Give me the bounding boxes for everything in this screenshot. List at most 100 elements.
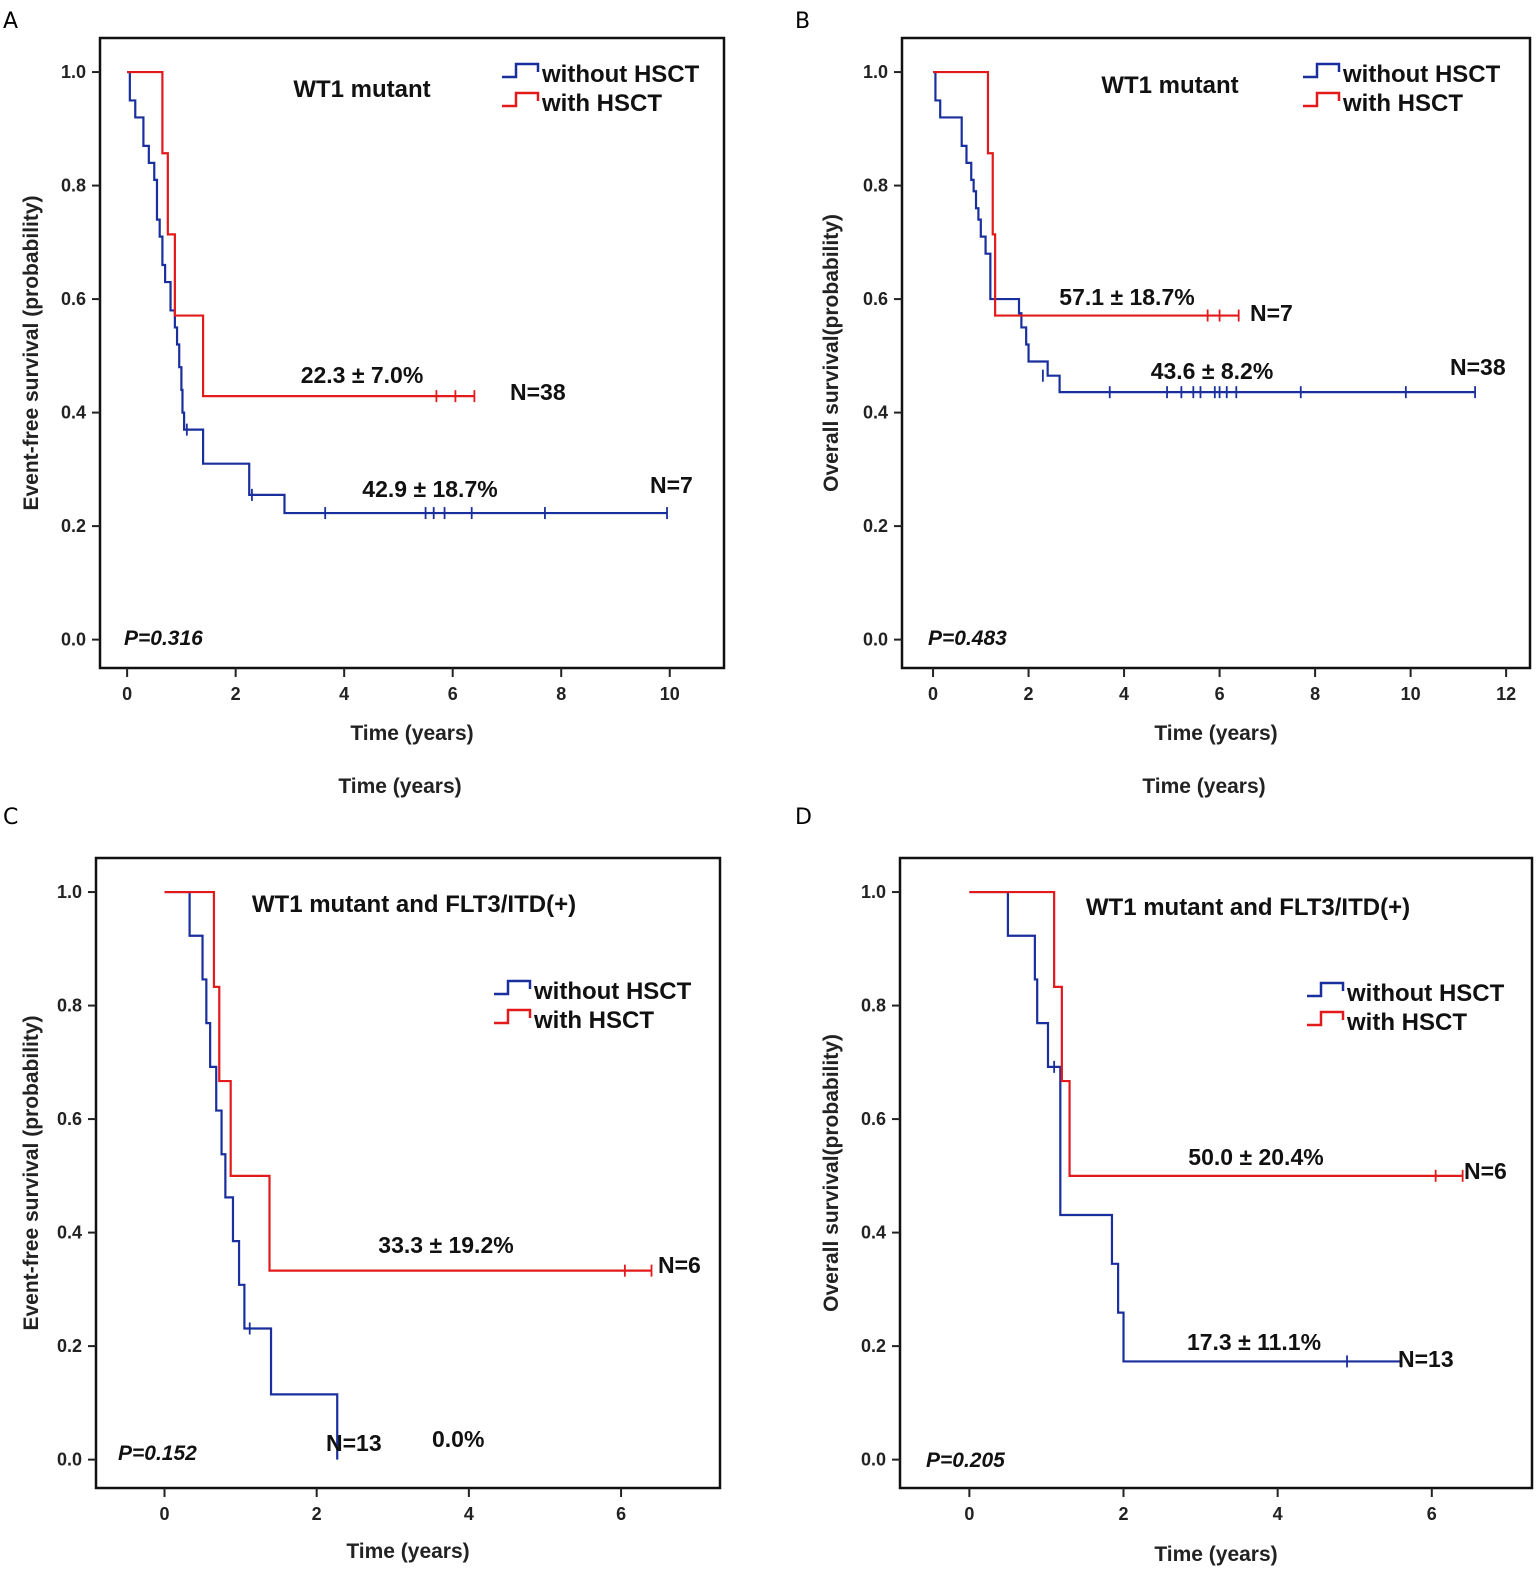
survival-estimate: 17.3 ± 11.1% [1187, 1329, 1321, 1355]
panel-letter: D [795, 805, 812, 830]
n-label: N=38 [510, 379, 566, 405]
survival-estimate: 42.9 ± 18.7% [362, 476, 497, 502]
chart-title: WT1 mutant and FLT3/ITD(+) [1086, 894, 1410, 921]
survival-curve [933, 70, 1476, 394]
survival-curve [969, 890, 1401, 1363]
y-tick-label: 0.6 [861, 1109, 886, 1129]
survival-estimate: 33.3 ± 19.2% [378, 1232, 513, 1258]
x-tick-label: 0 [964, 1504, 974, 1524]
panel-letter: B [795, 9, 810, 34]
y-axis-label: Event-free survival (probability) [20, 195, 43, 510]
legend-label: with HSCT [541, 90, 662, 117]
x-tick-label: 0 [122, 684, 132, 704]
x-tick-label: 4 [1273, 1504, 1283, 1524]
panel-b: B 0.0 0.2 0.4 0.6 0.8 1.0 0 2 4 6 8 10 12 Overall surv… [795, 9, 1532, 798]
survival-curve [969, 890, 1463, 1177]
legend-label: with HSCT [1342, 90, 1463, 117]
n-label: N=6 [1464, 1158, 1507, 1184]
panel-letter: A [3, 9, 18, 34]
survival-curve [933, 70, 1239, 317]
x-tick-label: 2 [231, 684, 241, 704]
panel-c: C 0.0 0.2 0.4 0.6 0.8 1.0 0 2 4 6 Event-free surviv… [3, 805, 722, 1563]
y-tick-label: 0.2 [863, 516, 888, 536]
x-tick-label: 10 [1401, 684, 1421, 704]
y-tick-label: 0.2 [861, 1336, 886, 1356]
legend-label: without HSCT [533, 978, 692, 1005]
x-tick-label: 2 [1119, 1504, 1129, 1524]
panel-a: A 0.0 0.2 0.4 0.6 0.8 1.0 0 2 4 6 8 10 Event-free sur… [3, 9, 726, 798]
panel-letter: C [3, 805, 18, 830]
series-without-hsct: 43.6 ± 8.2% N=38 [933, 70, 1506, 399]
y-tick-label: 0.4 [57, 1223, 82, 1243]
legend-label: with HSCT [1346, 1009, 1467, 1036]
legend-swatch [1307, 981, 1345, 998]
plot-frame [98, 36, 726, 670]
y-tick-label: 0.4 [61, 403, 86, 423]
chart-title: WT1 mutant [1101, 72, 1238, 99]
y-tick-label: 0.0 [863, 630, 888, 650]
x-axis-label: Time (years) [350, 722, 473, 745]
y-tick-label: 0.8 [57, 996, 82, 1016]
legend-swatch [494, 1008, 532, 1025]
y-tick-label: 0.8 [61, 176, 86, 196]
x-axis-label-secondary: Time (years) [338, 775, 461, 798]
series-with-hsct: 42.9 ± 18.7% N=7 [127, 70, 693, 502]
n-label: N=7 [650, 472, 693, 498]
series-with-hsct: 50.0 ± 20.4% N=6 [969, 890, 1507, 1184]
x-tick-label: 6 [1215, 684, 1225, 704]
x-tick-label: 6 [448, 684, 458, 704]
y-tick-label: 0.4 [861, 1223, 886, 1243]
y-tick-label: 0.8 [863, 176, 888, 196]
y-tick-label: 1.0 [863, 62, 888, 82]
chart-title: WT1 mutant [293, 76, 430, 103]
x-axis-label: Time (years) [346, 1540, 469, 1563]
legend-swatch [502, 91, 540, 108]
chart-title: WT1 mutant and FLT3/ITD(+) [252, 891, 576, 918]
series-without-hsct: 17.3 ± 11.1% N=13 [969, 890, 1454, 1372]
y-axis-label: Event-free survival (probability) [20, 1015, 43, 1330]
y-tick-label: 0.2 [61, 516, 86, 536]
x-tick-label: 12 [1496, 684, 1516, 704]
legend-label: with HSCT [533, 1007, 654, 1034]
x-axis-label: Time (years) [1154, 722, 1277, 745]
n-label: N=7 [1250, 300, 1293, 326]
y-tick-label: 0.6 [61, 289, 86, 309]
survival-curve [127, 70, 668, 515]
n-label: N=6 [658, 1252, 701, 1278]
y-tick-label: 0.6 [863, 289, 888, 309]
x-axis-label-secondary: Time (years) [1142, 775, 1265, 798]
p-value: P=0.205 [926, 1449, 1005, 1472]
survival-curve [127, 70, 475, 398]
survival-estimate: 43.6 ± 8.2% [1151, 358, 1274, 384]
x-axis-label: Time (years) [1154, 1543, 1277, 1566]
y-axis-label: Overall survival(probability) [820, 1034, 843, 1312]
x-tick-label: 8 [1310, 684, 1320, 704]
y-tick-label: 0.8 [861, 996, 886, 1016]
survival-estimate: 57.1 ± 18.7% [1059, 284, 1194, 310]
x-tick-label: 6 [616, 1504, 626, 1524]
survival-curve [164, 890, 652, 1272]
legend-swatch [494, 979, 532, 996]
x-tick-label: 10 [660, 684, 680, 704]
x-tick-label: 2 [1024, 684, 1034, 704]
p-value: P=0.316 [124, 627, 203, 650]
y-tick-label: 0.0 [57, 1450, 82, 1470]
series-with-hsct: 33.3 ± 19.2% N=6 [164, 890, 701, 1278]
y-tick-label: 0.2 [57, 1336, 82, 1356]
y-tick-label: 1.0 [861, 882, 886, 902]
y-tick-label: 0.0 [61, 630, 86, 650]
x-tick-label: 8 [556, 684, 566, 704]
x-tick-label: 0 [928, 684, 938, 704]
survival-estimate: 50.0 ± 20.4% [1188, 1144, 1323, 1170]
plot-frame [94, 856, 722, 1490]
n-label: N=13 [326, 1430, 382, 1456]
x-tick-label: 4 [339, 684, 349, 704]
p-value: P=0.152 [118, 1442, 197, 1465]
y-tick-label: 0.4 [863, 403, 888, 423]
legend-label: without HSCT [541, 61, 700, 88]
n-label: N=13 [1398, 1346, 1454, 1372]
plot-frame [900, 36, 1532, 670]
series-without-hsct: N=13 [164, 890, 382, 1460]
legend-swatch [1303, 62, 1341, 79]
